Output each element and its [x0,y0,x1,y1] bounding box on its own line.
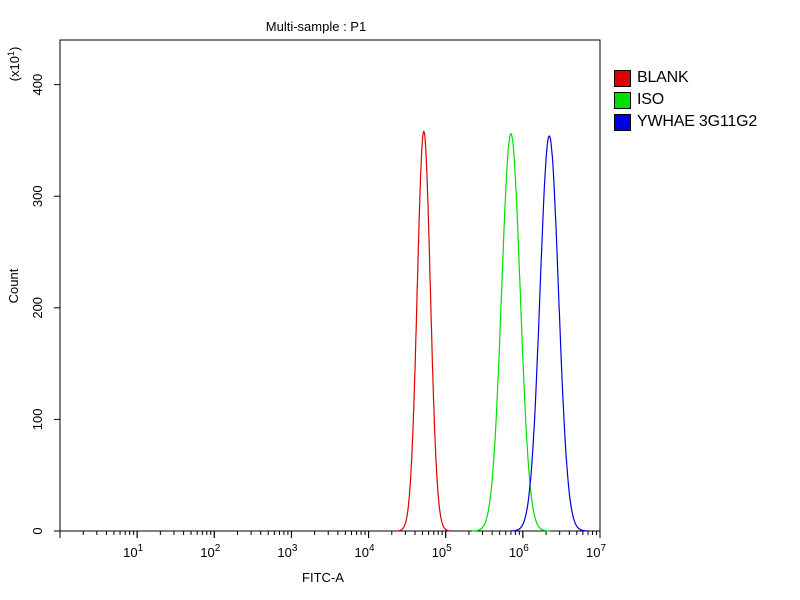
legend-item-blank: BLANK [614,67,757,89]
legend-swatch-ywhae [614,113,631,131]
legend-label-iso: ISO [637,91,664,108]
legend-swatch-blank [614,69,631,87]
x-axis: 101 102 103 104 105 106 107 [59,531,606,560]
plot-frame [59,39,601,532]
x-tick-label: 107 [586,543,606,560]
x-axis-label: FITC-A [302,570,344,585]
legend-label-ywhae: YWHAE 3G11G2 [637,113,758,130]
legend: BLANK ISO YWHAE 3G11G2 [614,67,757,133]
legend-item-ywhae: YWHAE 3G11G2 [614,111,757,133]
y-tick-label: 200 [30,297,45,319]
series-line-ywhae-3g11g2 [510,135,589,532]
y-multiplier-label: (x101) [6,47,22,82]
legend-swatch-iso [614,91,631,109]
chart-title: Multi-sample : P1 [266,19,366,34]
x-tick-label: 104 [355,543,375,560]
series-group [396,130,589,532]
x-tick-label: 103 [277,543,297,560]
x-tick-label: 101 [123,543,143,560]
series-line-blank [396,130,452,532]
y-axis-label: Count [6,268,21,303]
x-tick-label: 106 [509,543,529,560]
legend-item-iso: ISO [614,89,757,111]
x-tick-label: 102 [200,543,220,560]
legend-label-blank: BLANK [637,69,689,86]
y-tick-label: 0 [30,527,45,534]
y-tick-label: 300 [30,185,45,207]
y-axis: 0 100 200 300 400 [30,74,60,535]
y-tick-label: 100 [30,409,45,431]
y-tick-label: 400 [30,74,45,96]
x-tick-label: 105 [432,543,452,560]
series-line-iso [472,132,550,532]
